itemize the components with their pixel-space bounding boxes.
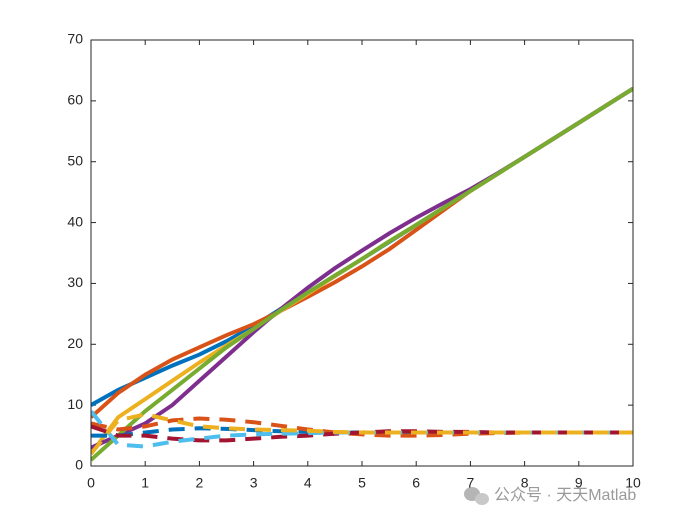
y-tick-label: 40 xyxy=(67,213,83,229)
line xyxy=(91,87,633,462)
x-tick-label: 2 xyxy=(196,475,204,491)
x-tick-label: 1 xyxy=(141,475,149,491)
x-tick-label: 4 xyxy=(304,475,312,491)
x-tick-label: 6 xyxy=(412,475,420,491)
x-tick-label: 9 xyxy=(575,475,583,491)
x-tick-label: 0 xyxy=(87,475,95,491)
axes-box xyxy=(90,39,634,467)
dashed-line xyxy=(91,412,633,456)
watermark-icon xyxy=(464,487,489,505)
x-tick-label: 10 xyxy=(625,475,641,491)
y-tick-label: 30 xyxy=(67,274,83,290)
y-tick-label: 50 xyxy=(67,152,83,168)
x-tick-label: 7 xyxy=(467,475,475,491)
y-tick-label: 60 xyxy=(67,92,83,108)
y-tick-label: 0 xyxy=(75,457,83,473)
y-tick-label: 10 xyxy=(67,396,83,412)
y-tick-label: 70 xyxy=(67,31,83,47)
y-tick-label: 20 xyxy=(67,335,83,351)
x-tick-label: 3 xyxy=(250,475,258,491)
x-tick-label: 5 xyxy=(358,475,366,491)
watermark: 公众号 · 天天Matlab xyxy=(494,486,636,504)
x-tick-label: 8 xyxy=(521,475,529,491)
